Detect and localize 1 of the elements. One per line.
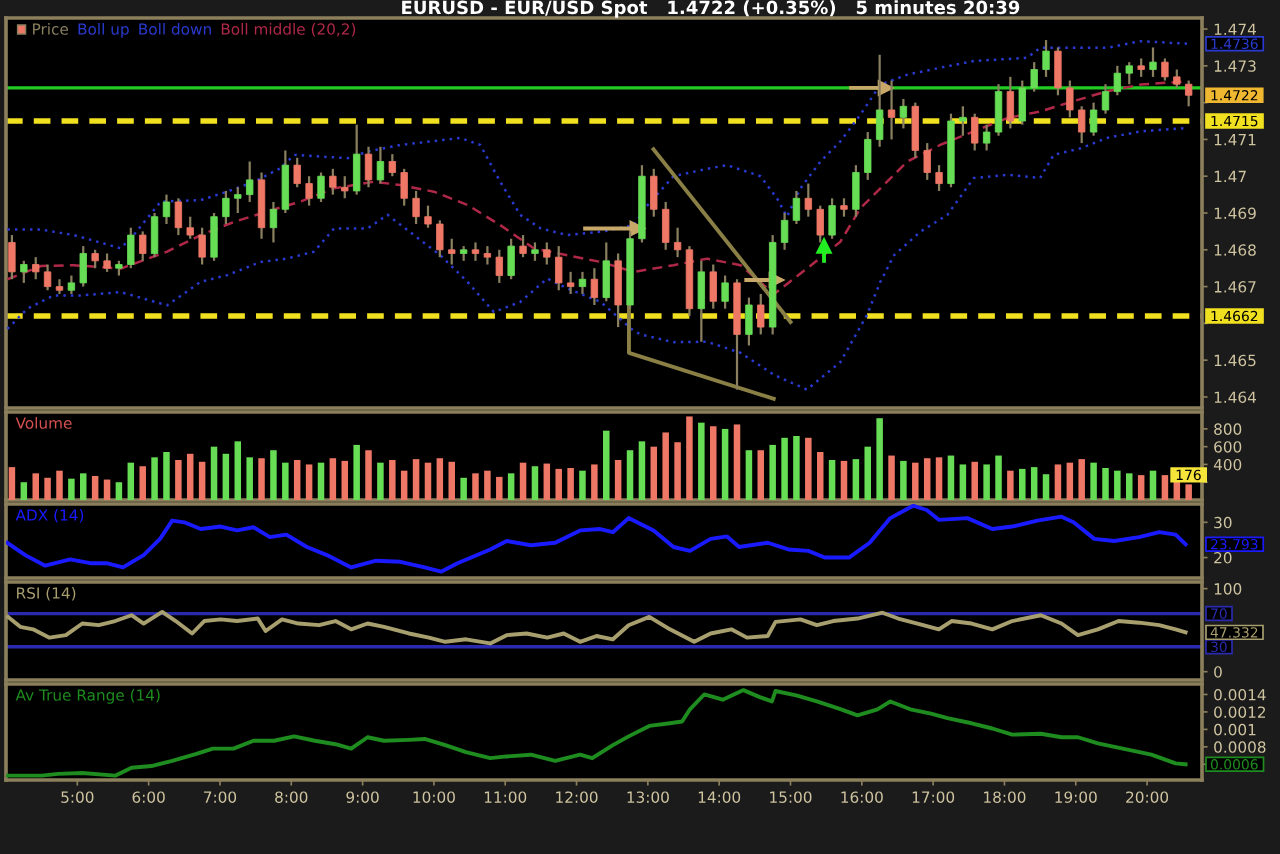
chart-title: EURUSD - EUR/USD Spot 1.4722 (+0.35%) 5 minutes 20:39: [402, 0, 1020, 18]
